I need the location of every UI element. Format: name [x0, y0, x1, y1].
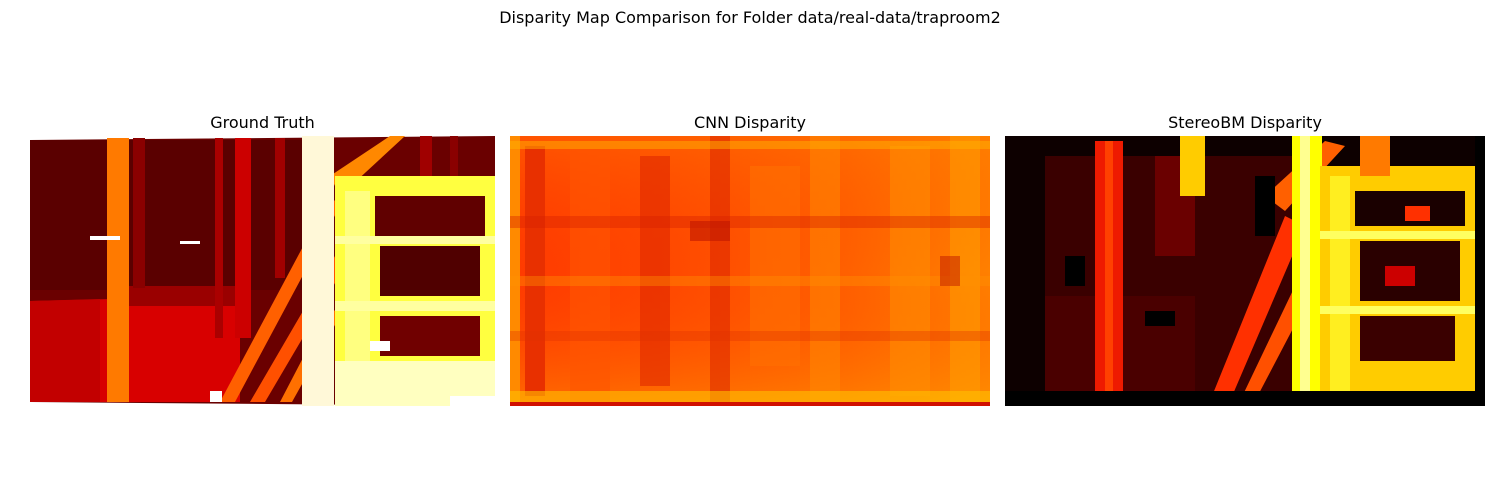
- panel-title-stereobm: StereoBM Disparity: [1168, 113, 1322, 132]
- stereobm-disparity-image: [1005, 136, 1485, 406]
- panel-title-cnn: CNN Disparity: [693, 113, 807, 132]
- figure-title: Disparity Map Comparison for Folder data…: [499, 8, 1001, 27]
- cnn-disparity-image: [510, 136, 990, 406]
- panel-title-ground-truth: Ground Truth: [210, 113, 315, 132]
- ground-truth-disparity-image: [30, 136, 495, 406]
